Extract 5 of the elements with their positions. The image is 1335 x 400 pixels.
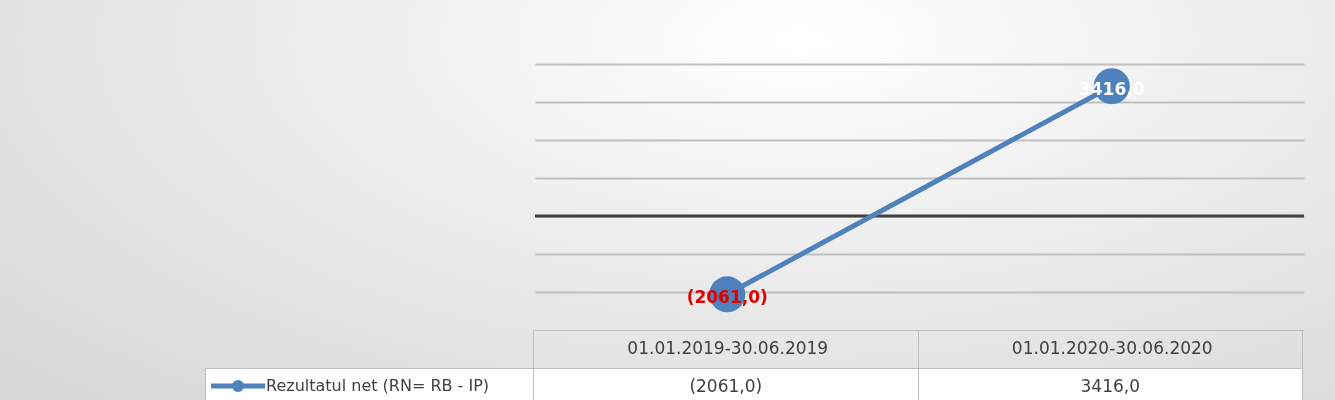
data-label: (2061,0) (533, 368, 919, 400)
legend-label: Rezultatul net (RN= RB - IP) (266, 376, 490, 395)
x-tick-label: 01.01.2020-30.06.2020 (1011, 337, 1213, 358)
data-label: 3416,0 (917, 368, 1303, 400)
x-tick-label: 01.01.2019-30.06.2019 (627, 337, 829, 358)
